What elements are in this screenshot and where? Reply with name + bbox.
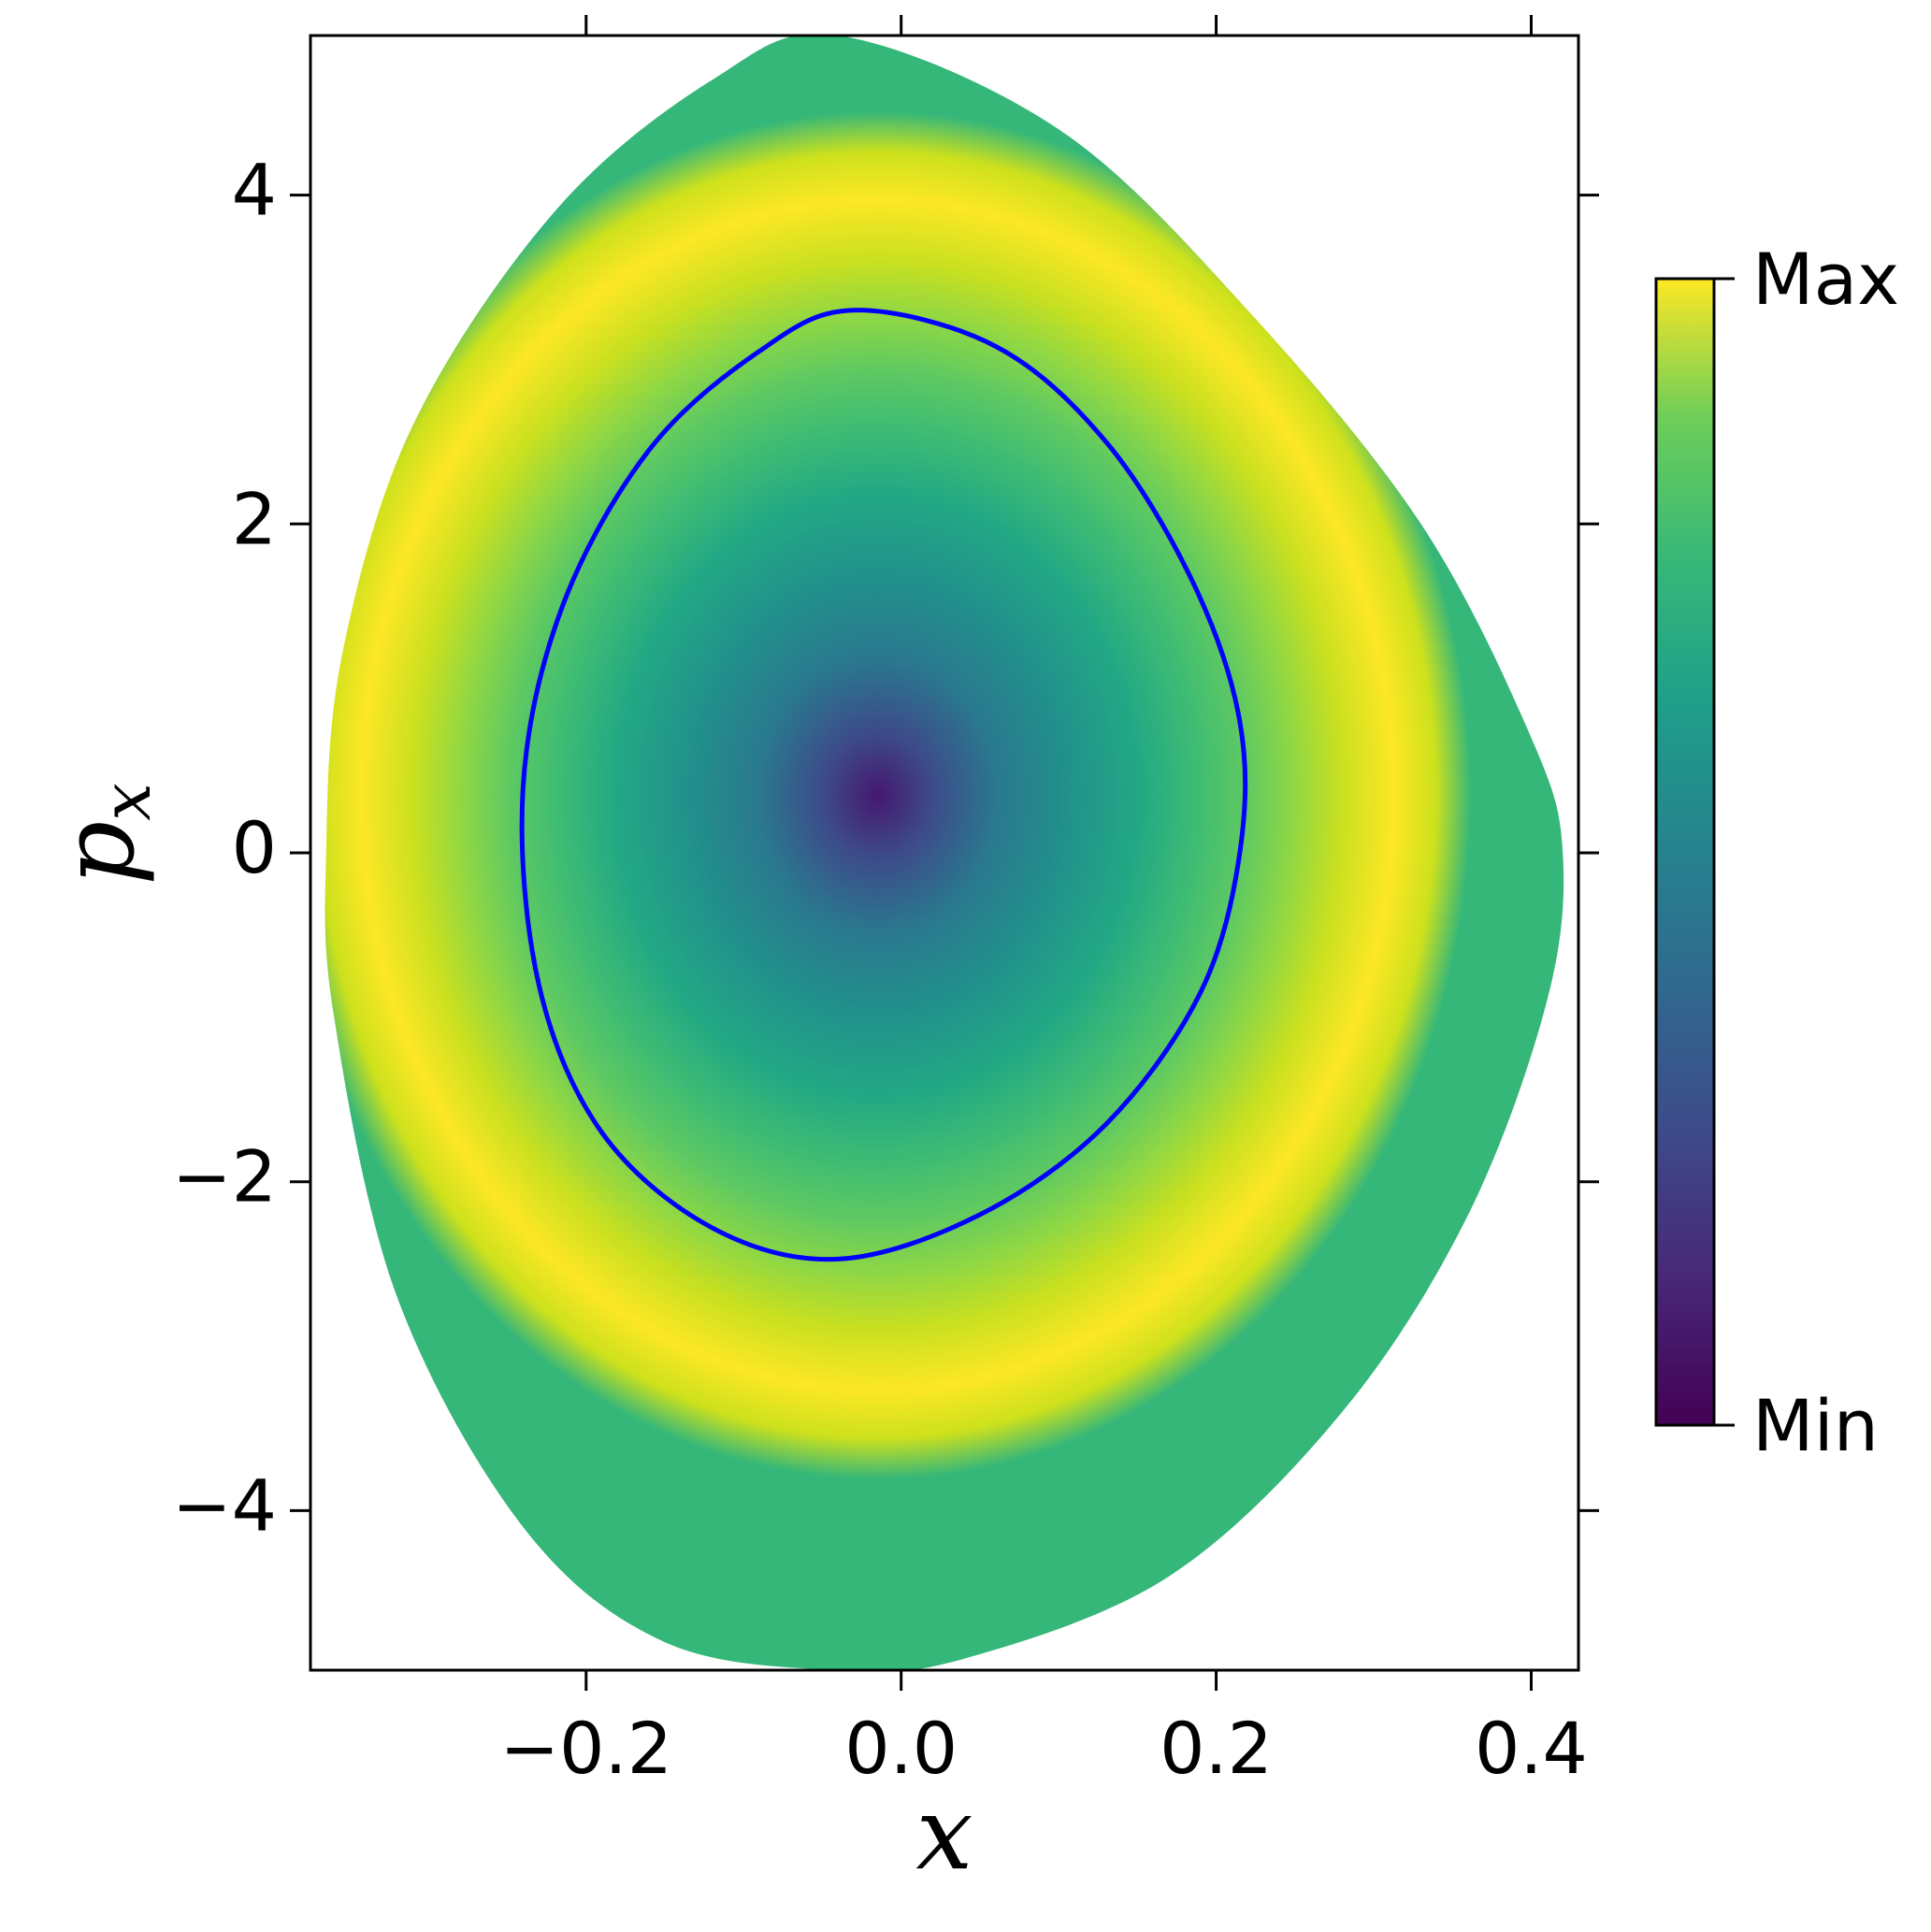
- x-tick-label: 0.2: [1160, 1707, 1273, 1790]
- axis-ticks: [290, 15, 1599, 1691]
- axis-tick-labels: −0.2 0.0 0.2 0.4 −4 −2 0 2 4: [172, 149, 1588, 1790]
- y-tick-label: 2: [232, 477, 277, 560]
- y-tick-label: 0: [232, 806, 277, 889]
- x-axis-label: x: [916, 1776, 973, 1893]
- heatmap-domain: [324, 36, 1564, 1670]
- x-tick-label: −0.2: [500, 1707, 673, 1790]
- svg-text:px: px: [40, 783, 166, 886]
- y-tick-label: −4: [172, 1463, 277, 1547]
- colorbar-label-max: Max: [1752, 238, 1899, 321]
- separatrix-curve: [519, 308, 1248, 1262]
- colorbar: Max Min: [1654, 238, 1899, 1467]
- y-axis-label: px: [40, 783, 166, 886]
- colorbar-label-min: Min: [1752, 1384, 1879, 1467]
- y-tick-label: −2: [172, 1135, 277, 1218]
- colorbar-gradient-bar: [1654, 277, 1716, 1427]
- x-tick-label: 0.0: [844, 1707, 958, 1790]
- x-tick-label: 0.4: [1475, 1707, 1588, 1790]
- y-axis-label-main: p: [40, 821, 157, 886]
- plot-area: [324, 36, 1564, 1670]
- y-axis-label-subscript: x: [87, 783, 166, 821]
- y-tick-label: 4: [232, 149, 277, 232]
